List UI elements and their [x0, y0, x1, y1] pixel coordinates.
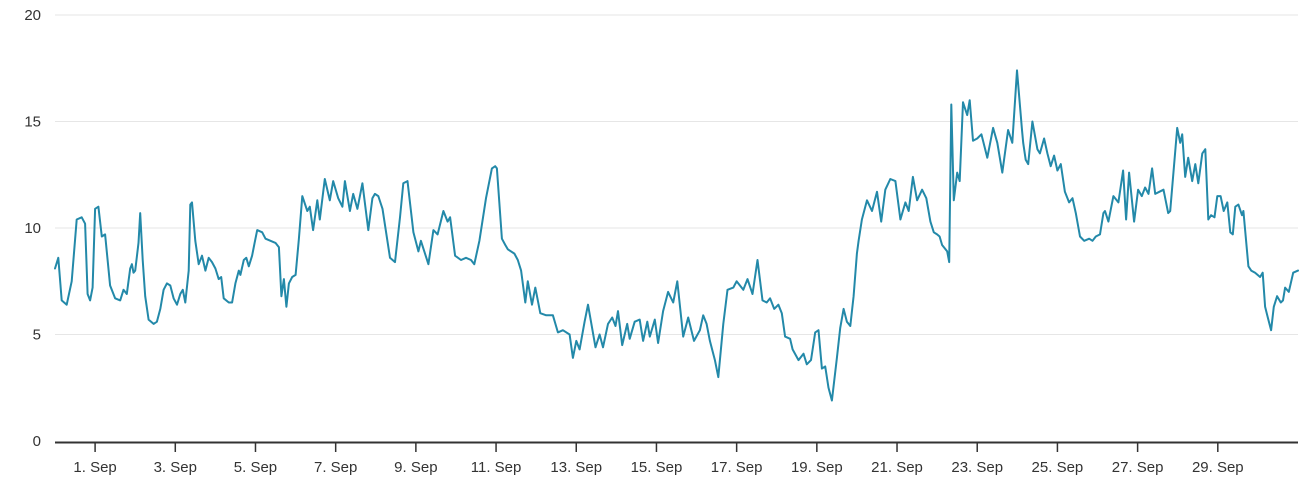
x-axis-label: 9. Sep [394, 459, 437, 476]
x-axis-label: 21. Sep [871, 459, 923, 476]
x-axis-label: 19. Sep [791, 459, 843, 476]
y-axis-label: 0 [33, 433, 41, 450]
series-path [54, 69, 1299, 402]
x-axis-label: 7. Sep [314, 459, 357, 476]
x-axis-label: 11. Sep [471, 459, 522, 476]
x-axis-label: 25. Sep [1032, 459, 1084, 476]
x-axis-label: 17. Sep [711, 459, 763, 476]
y-axis-label: 15 [24, 114, 41, 131]
x-axis-label: 3. Sep [154, 459, 197, 476]
x-axis-label: 1. Sep [73, 459, 116, 476]
y-axis-label: 5 [33, 327, 41, 344]
x-axis-label: 27. Sep [1112, 459, 1164, 476]
x-axis-label: 5. Sep [234, 459, 277, 476]
x-axis-label: 29. Sep [1192, 459, 1244, 476]
x-axis-label: 15. Sep [631, 459, 683, 476]
y-axis-label: 20 [24, 7, 41, 24]
x-axis-label: 23. Sep [951, 459, 1003, 476]
y-axis-label: 10 [24, 220, 41, 237]
x-axis-label: 13. Sep [550, 459, 602, 476]
